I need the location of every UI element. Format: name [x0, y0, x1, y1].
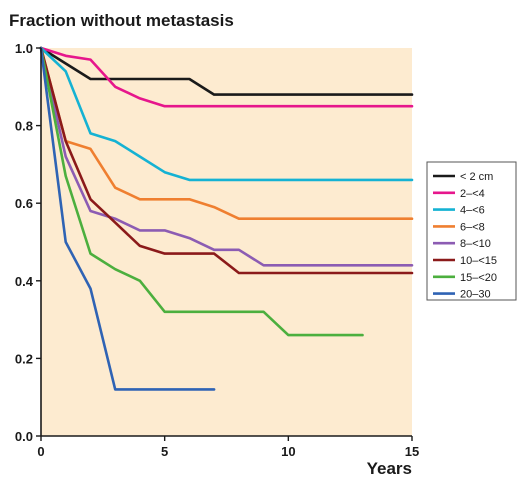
x-tick-label: 15 — [405, 444, 419, 459]
x-axis-label: Years — [367, 459, 412, 478]
legend-items: < 2 cm 2–<4 4–<6 6–<8 8–<10 10–<15 15–<20 20–30 — [433, 171, 497, 301]
y-tick-label: 1.0 — [15, 41, 33, 56]
legend-label-1: 2–<4 — [460, 188, 485, 200]
series-line-6 — [39, 46, 364, 337]
series-line-2 — [39, 46, 414, 182]
legend-label-3: 6–<8 — [460, 221, 485, 233]
legend-label-0: < 2 cm — [460, 171, 493, 183]
legend-label-7: 20–30 — [460, 289, 491, 301]
series-line-7 — [39, 46, 216, 391]
ticks-layer: 0 5 10 15 0.0 0.2 0.4 0.6 0.8 1.0 — [15, 41, 419, 459]
legend-label-2: 4–<6 — [460, 205, 485, 217]
y-tick-label: 0.2 — [15, 351, 33, 366]
series-line-5 — [39, 46, 414, 275]
series-line-1 — [39, 46, 414, 108]
legend-label-4: 8–<10 — [460, 238, 491, 250]
y-tick-label: 0.6 — [15, 196, 33, 211]
x-tick-label: 5 — [161, 444, 168, 459]
x-tick-label: 10 — [281, 444, 295, 459]
y-tick-label: 0.4 — [15, 274, 34, 289]
x-tick-label: 0 — [37, 444, 44, 459]
axes-layer — [40, 48, 412, 437]
legend: < 2 cm 2–<4 4–<6 6–<8 8–<10 10–<15 15–<20 20–30 — [426, 161, 517, 301]
series-line-0 — [39, 46, 414, 96]
series-line-4 — [39, 46, 414, 267]
legend-label-5: 10–<15 — [460, 255, 497, 267]
y-tick-label: 0.8 — [15, 119, 33, 134]
legend-label-6: 15–<20 — [460, 272, 497, 284]
y-tick-label: 0.0 — [15, 429, 33, 444]
series-line-3 — [39, 46, 414, 220]
chart-title: Fraction without metastasis — [9, 11, 234, 30]
series-layer — [39, 46, 414, 391]
plot-area — [41, 48, 412, 436]
